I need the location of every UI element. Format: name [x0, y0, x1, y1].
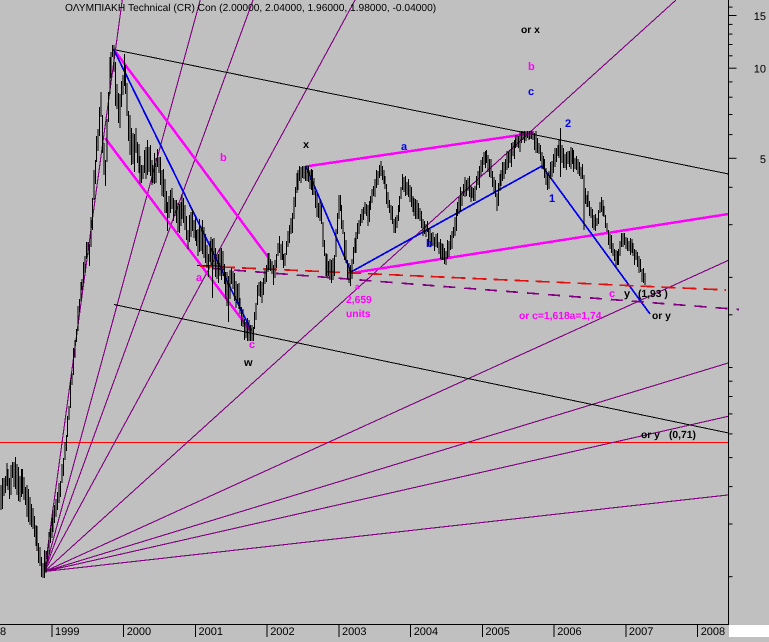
svg-text:a: a: [196, 272, 203, 284]
svg-text:2,659: 2,659: [346, 295, 372, 306]
svg-text:8: 8: [0, 626, 6, 637]
svg-text:2006: 2006: [557, 626, 581, 637]
svg-text:c: c: [609, 288, 615, 300]
svg-text:b: b: [528, 61, 535, 73]
svg-text:2008: 2008: [701, 626, 725, 637]
svg-text:2000: 2000: [127, 626, 151, 637]
svg-text:10: 10: [754, 64, 766, 76]
svg-text:(0,71): (0,71): [669, 430, 696, 441]
svg-text:a: a: [355, 282, 360, 291]
svg-text:y: y: [624, 288, 631, 300]
svg-text:a: a: [401, 141, 408, 153]
svg-text:b: b: [426, 238, 433, 250]
svg-text:or y: or y: [641, 430, 660, 441]
svg-text:units: units: [346, 309, 371, 320]
svg-text:2002: 2002: [270, 626, 294, 637]
svg-text:or y: or y: [652, 311, 671, 322]
svg-text:(1,93 ): (1,93 ): [638, 289, 668, 300]
svg-text:2004: 2004: [414, 626, 438, 637]
svg-text:w: w: [243, 357, 253, 369]
svg-text:2003: 2003: [342, 626, 366, 637]
svg-text:1999: 1999: [55, 626, 79, 637]
svg-text:x: x: [303, 139, 310, 151]
svg-text:2007: 2007: [629, 626, 653, 637]
svg-text:or c=1,618a=1,74: or c=1,618a=1,74: [519, 311, 602, 322]
svg-text:b: b: [220, 152, 227, 164]
svg-text:2001: 2001: [199, 626, 223, 637]
svg-text:c: c: [249, 339, 255, 351]
svg-text:2005: 2005: [485, 626, 509, 637]
svg-text:1: 1: [549, 193, 555, 205]
svg-text:ΟΛΥΜΠΙΑΚΗ Technical (CR) Con (: ΟΛΥΜΠΙΑΚΗ Technical (CR) Con (2.00000, 2…: [65, 3, 436, 14]
svg-text:c: c: [528, 86, 534, 98]
svg-text:2: 2: [565, 118, 571, 130]
svg-text:5: 5: [760, 154, 766, 166]
svg-text:15: 15: [754, 11, 766, 23]
svg-text:or x: or x: [521, 25, 540, 36]
